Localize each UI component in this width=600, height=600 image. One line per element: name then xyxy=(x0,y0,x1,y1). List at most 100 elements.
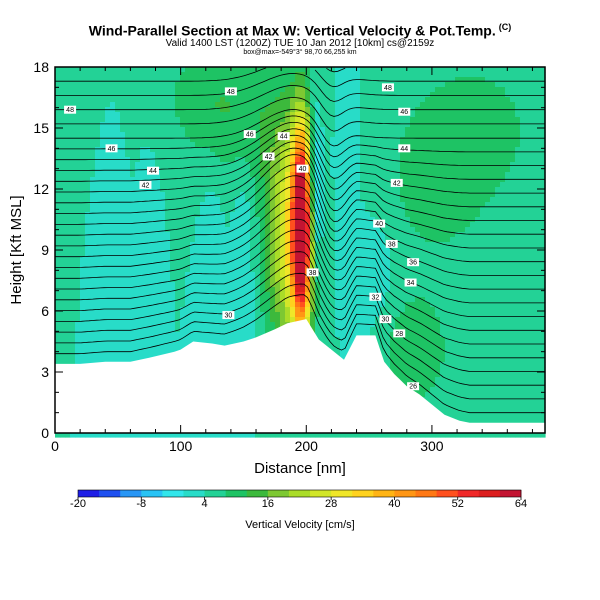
isentrope-label-text: 42 xyxy=(265,154,273,161)
isentrope-label: 30 xyxy=(222,311,235,320)
isentrope-label-text: 44 xyxy=(149,168,157,175)
isentrope-line xyxy=(55,67,545,88)
isentrope-label-bg xyxy=(398,107,411,116)
isentrope-label-text: 40 xyxy=(299,166,307,173)
isentrope-label-text: 42 xyxy=(393,180,401,187)
isentrope-label: 48 xyxy=(381,83,394,92)
colorbar-tick-label: 4 xyxy=(202,498,208,510)
isentrope-label: 42 xyxy=(262,152,275,161)
isentrope-label: 40 xyxy=(296,164,309,173)
isentrope-label-text: 34 xyxy=(407,280,415,287)
isentrope-label-bg xyxy=(222,311,235,320)
isentrope-label: 42 xyxy=(390,178,403,187)
colorbar-tick-label: 16 xyxy=(262,498,274,510)
isentrope-label-text: 32 xyxy=(371,294,379,301)
x-tick-label: 100 xyxy=(169,438,193,454)
isentrope-label-text: 46 xyxy=(246,132,254,139)
isentrope-line xyxy=(55,294,545,414)
isentrope-label-text: 48 xyxy=(66,107,74,114)
isentrope-line xyxy=(55,73,545,102)
isentrope-label-bg xyxy=(64,105,77,114)
colorbar-tick-label: 40 xyxy=(388,498,400,510)
isentrope-label-text: 28 xyxy=(395,331,403,338)
colorbar-tick-label: -20 xyxy=(70,498,86,510)
isentrope-label-text: 46 xyxy=(400,109,408,116)
isentrope-line xyxy=(55,122,545,169)
isentrope-label: 46 xyxy=(398,107,411,116)
isentrope-label: 44 xyxy=(147,166,159,175)
isentrope-line xyxy=(55,186,545,276)
isentrope-label-bg xyxy=(262,152,275,161)
isentrope-line xyxy=(55,147,545,221)
colorbar-swatch xyxy=(225,490,248,497)
isentrope-label: 46 xyxy=(243,130,256,139)
isentrope-label-text: 44 xyxy=(280,134,288,141)
isentrope-label-text: 38 xyxy=(388,241,396,248)
y-tick-label: 12 xyxy=(33,181,49,197)
colorbar-tick-label: -8 xyxy=(136,498,146,510)
isentrope-line xyxy=(55,262,545,372)
isentrope-label: 26 xyxy=(407,382,420,391)
isentrope-line xyxy=(55,218,545,317)
isentrope-label: 32 xyxy=(369,292,382,301)
isentrope-label: 44 xyxy=(398,144,411,153)
x-tick-label: 300 xyxy=(420,438,444,454)
isentrope-line xyxy=(55,175,545,263)
isentrope-line xyxy=(55,134,545,194)
isentrope-label-text: 40 xyxy=(375,221,383,228)
y-tick-label: 18 xyxy=(33,59,49,75)
colorbar-swatch xyxy=(373,490,395,497)
isentrope-line xyxy=(55,251,545,359)
colorbar-tick-label: 64 xyxy=(515,498,527,510)
colorbar-swatch xyxy=(436,490,459,497)
isentrope-label-bg xyxy=(390,178,403,187)
colorbar-swatch xyxy=(288,490,311,497)
isentrope-label-text: 48 xyxy=(384,85,392,92)
isentrope-label-bg xyxy=(407,258,420,267)
isentrope-label-bg xyxy=(224,87,237,96)
isentrope-line xyxy=(55,115,545,158)
colorbar-swatch xyxy=(99,490,121,497)
y-tick-label: 9 xyxy=(41,242,49,258)
chart-info-line: box@max=-549°3° 98,70 66,255 km xyxy=(243,49,357,56)
isentrope-label-bg xyxy=(105,144,118,153)
isentrope-line xyxy=(55,154,545,235)
isentrope-label-bg xyxy=(373,219,386,228)
colorbar-swatch xyxy=(267,490,290,497)
heatmap-field xyxy=(55,67,546,438)
isentrope-label: 34 xyxy=(404,278,417,287)
chart-title: Wind-Parallel Section at Max W: Vertical… xyxy=(88,22,512,39)
isentrope-label-text: 42 xyxy=(142,182,150,189)
chart-subtitle: Valid 1400 LST (1200Z) TUE 10 Jan 2012 [… xyxy=(165,38,435,49)
isentrope-layer: 48 48 46 44 42 46 44 42 40 38 48 46 44 42 40 38 36 34 32 30… xyxy=(55,67,545,414)
isentrope-line xyxy=(326,67,346,73)
isentrope-label: 42 xyxy=(139,180,152,189)
isentrope-label: 38 xyxy=(306,268,319,277)
colorbar-swatch xyxy=(141,490,163,497)
colorbar-border xyxy=(77,489,522,498)
isentrope-label: 36 xyxy=(407,258,420,267)
isentrope-label-text: 36 xyxy=(409,260,417,267)
colorbar-swatch xyxy=(162,490,184,497)
colorbar-label: Vertical Velocity [cm/s] xyxy=(245,519,354,531)
colorbar-swatch xyxy=(478,490,501,497)
isentrope-label: 46 xyxy=(105,144,118,153)
colorbar-swatch xyxy=(204,490,227,497)
isentrope-label-text: 38 xyxy=(309,270,317,277)
isentrope-line xyxy=(55,196,545,290)
isentrope-label: 44 xyxy=(277,132,290,141)
y-tick-label: 15 xyxy=(33,120,49,136)
isentrope-label-bg xyxy=(277,132,290,141)
isentrope-label-text: 30 xyxy=(382,317,390,324)
colorbar-swatch xyxy=(331,490,353,497)
isentrope-label-bg xyxy=(147,166,159,175)
x-tick-label: 200 xyxy=(295,438,319,454)
terrain-layer xyxy=(55,319,545,433)
colorbar-swatch xyxy=(78,490,100,497)
isentrope-label-bg xyxy=(404,278,417,287)
isentrope-label: 28 xyxy=(393,329,406,338)
isentrope-label-bg xyxy=(139,180,152,189)
isentrope-line xyxy=(55,97,545,132)
colorbar-swatch xyxy=(499,490,522,497)
